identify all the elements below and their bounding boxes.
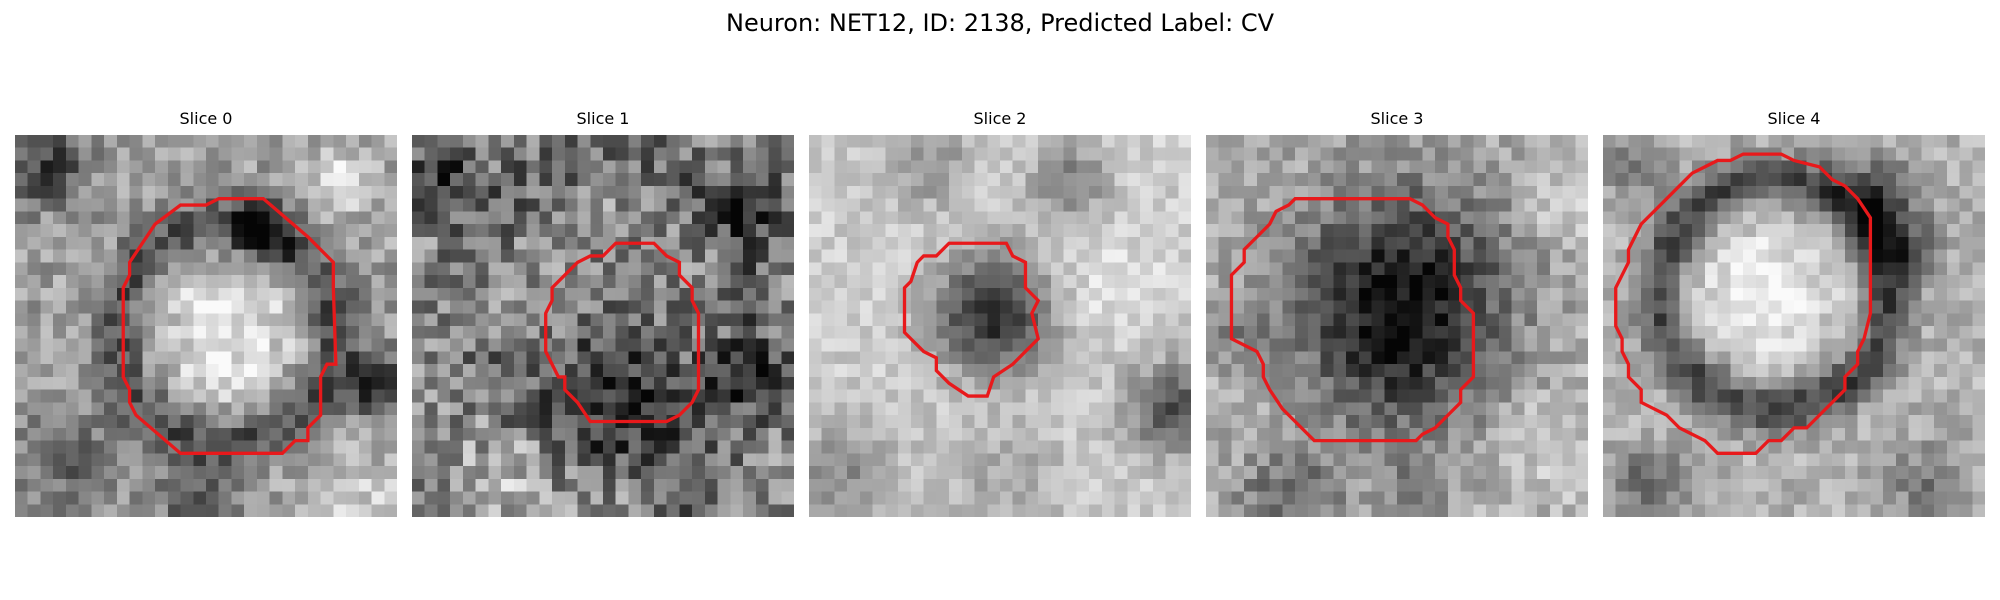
slice-title-0: Slice 0 xyxy=(179,109,233,128)
slice-image-2 xyxy=(809,135,1191,517)
slice-pixels-0 xyxy=(15,135,397,517)
slice-title-1: Slice 1 xyxy=(576,109,630,128)
slice-pixels-4 xyxy=(1603,135,1985,517)
slice-image-4 xyxy=(1603,135,1985,517)
figure-title: Neuron: NET12, ID: 2138, Predicted Label… xyxy=(726,9,1274,37)
slice-pixels-2 xyxy=(809,135,1191,517)
slice-pixels-1 xyxy=(412,135,794,517)
segmentation-contour-1 xyxy=(544,241,701,424)
segmentation-contour-4 xyxy=(1614,152,1873,455)
segmentation-contour-3 xyxy=(1229,197,1476,443)
slice-image-1 xyxy=(412,135,794,517)
segmentation-contour-0 xyxy=(121,197,338,455)
slice-pixels-3 xyxy=(1206,135,1588,517)
segmentation-contour-2 xyxy=(902,241,1041,398)
slice-title-2: Slice 2 xyxy=(973,109,1027,128)
slice-title-3: Slice 3 xyxy=(1370,109,1424,128)
slice-image-3 xyxy=(1206,135,1588,517)
slice-title-4: Slice 4 xyxy=(1767,109,1821,128)
slice-image-0 xyxy=(15,135,397,517)
